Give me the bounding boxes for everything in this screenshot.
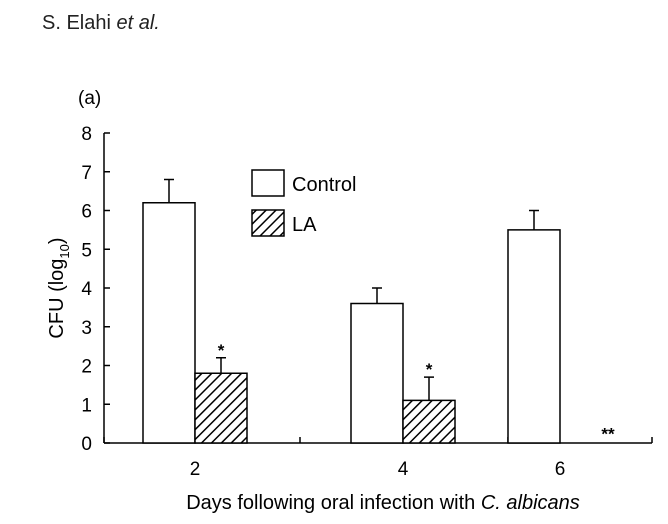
bar-control-day-6 bbox=[507, 229, 561, 444]
legend-swatch-control bbox=[251, 169, 285, 197]
x-axis-label-main: Days following oral infection with bbox=[186, 492, 481, 514]
y-tick-label: 5 bbox=[81, 240, 92, 261]
y-axis-label-sub: 10 bbox=[57, 244, 72, 258]
panel-label: (a) bbox=[78, 88, 101, 109]
running-head: S. Elahi et al. bbox=[42, 12, 160, 35]
y-tick-label: 1 bbox=[81, 395, 92, 416]
bar-control-day-2 bbox=[142, 202, 196, 444]
running-head-etal: et al. bbox=[116, 12, 160, 34]
bar-control-day-4 bbox=[350, 302, 404, 444]
significance-marker-day-6: ** bbox=[601, 424, 615, 443]
running-head-authors: S. Elahi bbox=[42, 12, 117, 34]
y-tick-label: 6 bbox=[81, 202, 92, 223]
y-axis-label-close: ) bbox=[46, 237, 68, 244]
y-axis-label: CFU (log10) bbox=[46, 237, 72, 338]
y-tick-label: 7 bbox=[81, 163, 92, 184]
y-axis: 0 1 2 3 4 5 6 7 8 bbox=[81, 124, 110, 455]
x-axis-label-italic: C. albicans bbox=[481, 492, 580, 514]
y-tick-label: 3 bbox=[81, 318, 92, 339]
y-tick-label: 2 bbox=[81, 357, 92, 378]
significance-marker-day-4: * bbox=[426, 360, 433, 379]
bar-la-day-4 bbox=[402, 399, 456, 444]
x-tick-label: 6 bbox=[555, 459, 566, 480]
bars bbox=[142, 178, 561, 444]
y-tick-label: 4 bbox=[81, 279, 92, 300]
x-tick-label: 4 bbox=[398, 459, 409, 480]
legend-swatch-la bbox=[251, 209, 285, 237]
y-tick-label: 8 bbox=[81, 124, 92, 145]
x-axis-label: Days following oral infection with C. al… bbox=[186, 492, 580, 514]
legend-label-control: Control bbox=[292, 174, 356, 196]
y-tick-label: 0 bbox=[81, 434, 92, 455]
x-tick-label: 2 bbox=[190, 459, 201, 480]
legend: Control LA bbox=[251, 169, 356, 237]
significance-markers: **** bbox=[218, 341, 615, 444]
significance-marker-day-2: * bbox=[218, 341, 225, 360]
y-axis-label-main: CFU (log bbox=[46, 259, 68, 339]
bar-la-day-2 bbox=[194, 372, 248, 444]
legend-label-la: LA bbox=[292, 214, 317, 236]
